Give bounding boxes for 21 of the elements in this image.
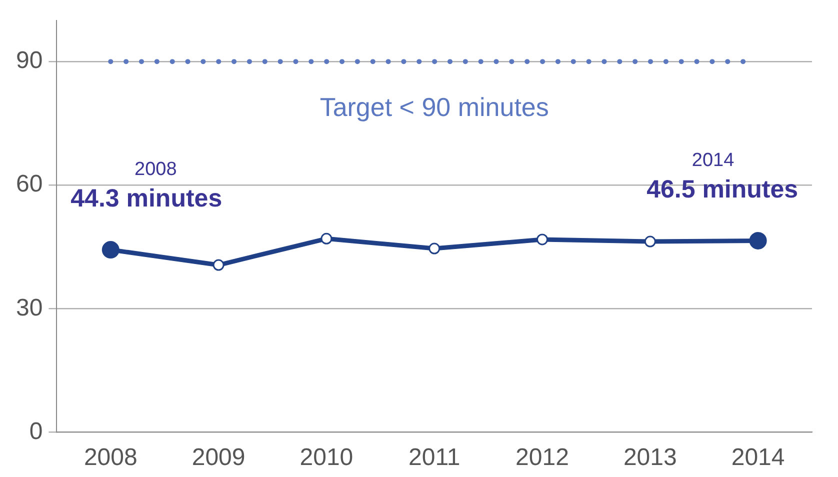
data-label: 46.5 minutes [646,176,798,204]
y-tick-label: 30 [16,294,43,322]
point [536,234,548,246]
x-tick-label: 2009 [192,444,246,472]
y-tick-label: 90 [16,47,43,74]
y-tick-label: 60 [16,170,43,198]
x-tick-label: 2010 [300,444,354,472]
data-label: 44.3 minutes [70,184,222,213]
x-tick-label: 2011 [408,444,460,472]
point [428,242,440,254]
point [212,259,224,271]
point [320,232,332,244]
x-tick-label: 2012 [516,444,569,472]
x-tick-label: 2014 [731,444,785,472]
annotation: 2014 [692,150,735,171]
annotation: 2008 [134,159,177,180]
x-tick-label: 2008 [84,444,138,472]
ref-line-label: Target < 90 minutes [320,92,549,122]
point [644,236,656,248]
x-tick-label: 2013 [623,444,677,472]
y-tick-label: 0 [29,418,43,445]
